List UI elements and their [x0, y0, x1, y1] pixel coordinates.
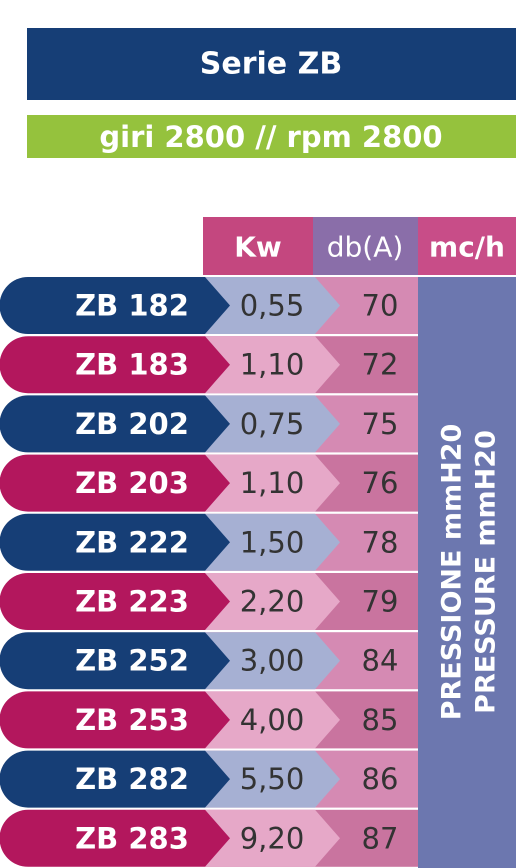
model-name: ZB 203 — [75, 466, 189, 500]
kw-cell — [205, 395, 340, 453]
model-name: ZB 183 — [75, 348, 189, 382]
model-label-bg — [0, 809, 230, 867]
kw-cell — [205, 809, 340, 867]
model-label-bg — [0, 336, 230, 394]
side-label: PRESSURE mmH20 — [471, 430, 502, 714]
side-label: PRESSIONE mmH20 — [437, 424, 468, 721]
model-label-bg — [0, 277, 230, 334]
subtitle: giri 2800 // rpm 2800 — [99, 120, 442, 154]
model-label-bg — [0, 513, 230, 571]
kw-cell — [205, 513, 340, 571]
kw-cell — [205, 277, 340, 334]
side-column — [418, 277, 516, 868]
kw-value: 5,50 — [240, 762, 305, 796]
kw-value: 4,00 — [240, 703, 305, 737]
model-label-bg — [0, 691, 230, 749]
model-name: ZB 252 — [75, 644, 189, 678]
db-value: 72 — [362, 348, 399, 382]
column-header: Kw — [234, 231, 282, 264]
model-label-bg — [0, 573, 230, 630]
db-value: 79 — [362, 585, 399, 619]
column-header: db(A) — [327, 231, 404, 264]
db-value: 75 — [362, 407, 399, 441]
kw-value: 2,20 — [240, 585, 305, 619]
kw-cell — [205, 336, 340, 394]
kw-value: 3,00 — [240, 644, 305, 678]
subtitle-banner — [27, 115, 516, 158]
db-value: 84 — [362, 644, 399, 678]
model-label-bg — [0, 454, 230, 512]
kw-value: 0,75 — [240, 407, 305, 441]
kw-value: 1,10 — [240, 466, 305, 500]
kw-value: 9,20 — [240, 821, 305, 855]
model-name: ZB 223 — [75, 585, 189, 619]
kw-value: 1,50 — [240, 525, 305, 559]
header-cell — [203, 217, 313, 275]
model-name: ZB 282 — [75, 762, 189, 796]
kw-value: 1,10 — [240, 348, 305, 382]
db-value: 87 — [362, 821, 399, 855]
db-value: 70 — [362, 289, 399, 323]
db-value: 86 — [362, 762, 399, 796]
kw-value: 0,55 — [240, 289, 305, 323]
model-name: ZB 253 — [75, 703, 189, 737]
kw-cell — [205, 454, 340, 512]
model-name: ZB 283 — [75, 821, 189, 855]
column-header: mc/h — [429, 231, 505, 264]
header-cell — [418, 217, 516, 275]
model-name: ZB 202 — [75, 407, 189, 441]
kw-cell — [205, 573, 340, 630]
model-label-bg — [0, 395, 230, 453]
title-banner — [27, 28, 516, 100]
model-label-bg — [0, 750, 230, 808]
header-cell — [313, 217, 418, 275]
model-name: ZB 222 — [75, 525, 189, 559]
kw-cell — [205, 632, 340, 690]
db-value: 76 — [362, 466, 399, 500]
model-name: ZB 182 — [75, 289, 189, 323]
model-label-bg — [0, 632, 230, 690]
kw-cell — [205, 750, 340, 808]
title: Serie ZB — [200, 47, 342, 82]
db-value: 85 — [362, 703, 399, 737]
kw-cell — [205, 691, 340, 749]
db-value: 78 — [362, 525, 399, 559]
